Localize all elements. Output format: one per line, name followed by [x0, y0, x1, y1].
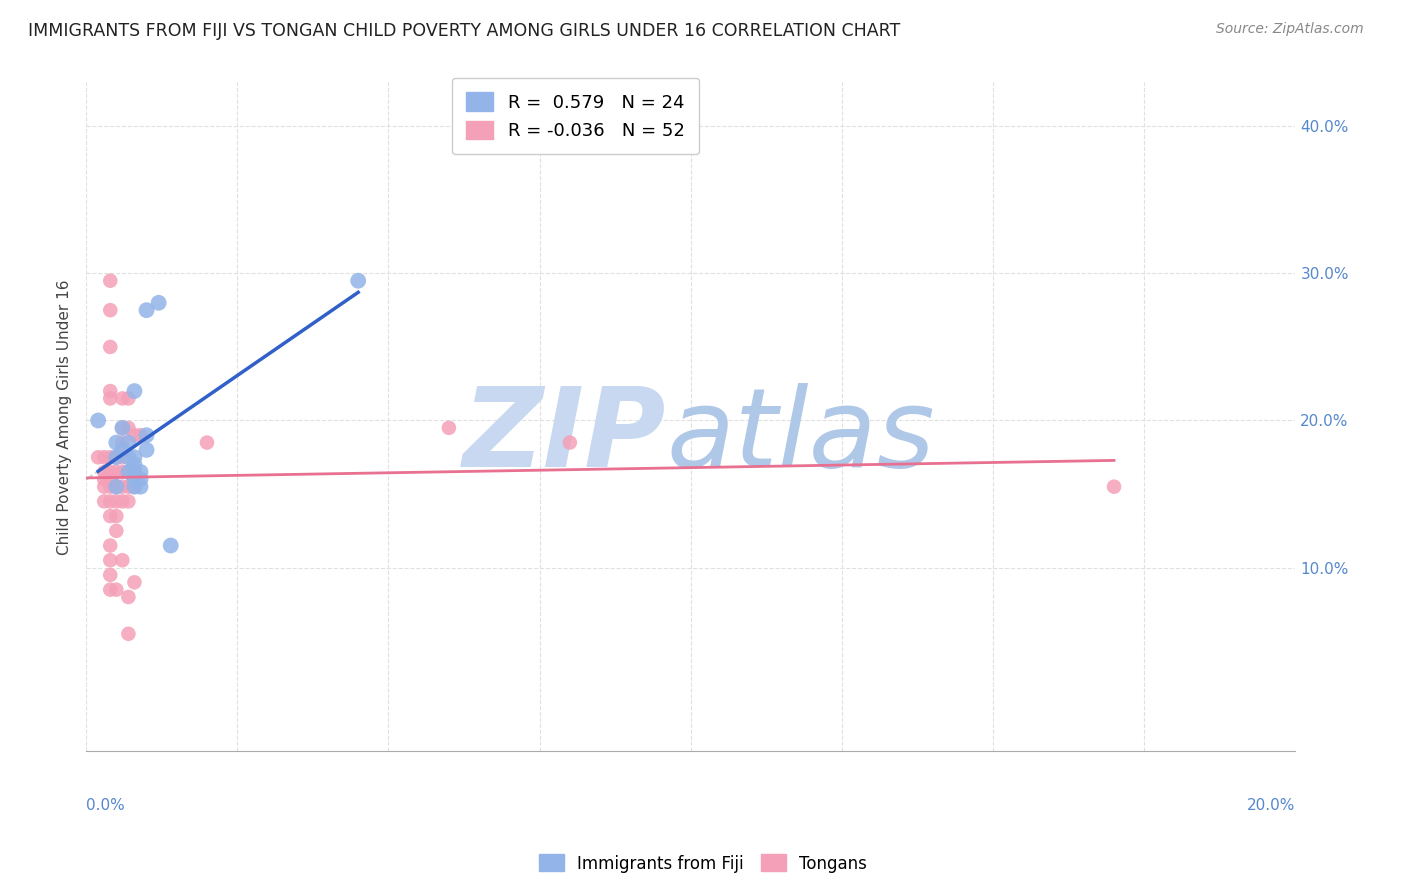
- Point: [111, 465, 134, 479]
- Point: [98, 392, 121, 406]
- Point: [117, 450, 139, 465]
- Point: [105, 435, 128, 450]
- Point: [135, 442, 157, 457]
- Point: [98, 494, 121, 508]
- Point: [117, 480, 139, 494]
- Point: [98, 509, 121, 524]
- Text: ZIP: ZIP: [463, 384, 666, 491]
- Point: [1102, 480, 1125, 494]
- Point: [105, 494, 128, 508]
- Point: [124, 465, 146, 479]
- Point: [124, 465, 146, 479]
- Point: [117, 627, 139, 641]
- Point: [347, 274, 370, 288]
- Text: 0.0%: 0.0%: [86, 798, 125, 814]
- Point: [124, 472, 146, 486]
- Point: [129, 428, 152, 442]
- Point: [98, 539, 121, 553]
- Point: [98, 472, 121, 486]
- Point: [117, 465, 139, 479]
- Legend: Immigrants from Fiji, Tongans: Immigrants from Fiji, Tongans: [533, 847, 873, 880]
- Point: [98, 450, 121, 465]
- Point: [105, 582, 128, 597]
- Point: [87, 413, 110, 427]
- Point: [117, 392, 139, 406]
- Point: [129, 480, 152, 494]
- Point: [124, 450, 146, 465]
- Text: Source: ZipAtlas.com: Source: ZipAtlas.com: [1216, 22, 1364, 37]
- Point: [87, 450, 110, 465]
- Point: [111, 494, 134, 508]
- Point: [98, 274, 121, 288]
- Point: [124, 384, 146, 398]
- Point: [124, 575, 146, 590]
- Point: [117, 494, 139, 508]
- Point: [93, 472, 115, 486]
- Point: [124, 480, 146, 494]
- Point: [105, 509, 128, 524]
- Text: IMMIGRANTS FROM FIJI VS TONGAN CHILD POVERTY AMONG GIRLS UNDER 16 CORRELATION CH: IMMIGRANTS FROM FIJI VS TONGAN CHILD POV…: [28, 22, 900, 40]
- Point: [148, 295, 170, 310]
- Point: [111, 392, 134, 406]
- Point: [111, 421, 134, 435]
- Point: [135, 428, 157, 442]
- Legend: R =  0.579   N = 24, R = -0.036   N = 52: R = 0.579 N = 24, R = -0.036 N = 52: [451, 78, 699, 154]
- Point: [105, 480, 128, 494]
- Point: [105, 480, 128, 494]
- Point: [129, 465, 152, 479]
- Point: [111, 442, 134, 457]
- Point: [105, 450, 128, 465]
- Point: [124, 480, 146, 494]
- Point: [124, 428, 146, 442]
- Point: [98, 582, 121, 597]
- Point: [93, 494, 115, 508]
- Text: 20.0%: 20.0%: [1247, 798, 1295, 814]
- Point: [93, 450, 115, 465]
- Point: [105, 450, 128, 465]
- Point: [98, 465, 121, 479]
- Point: [105, 465, 128, 479]
- Point: [129, 472, 152, 486]
- Point: [98, 553, 121, 567]
- Point: [93, 465, 115, 479]
- Point: [117, 435, 139, 450]
- Point: [437, 421, 460, 435]
- Text: atlas: atlas: [666, 384, 935, 491]
- Point: [98, 480, 121, 494]
- Point: [117, 590, 139, 604]
- Point: [98, 384, 121, 398]
- Point: [98, 568, 121, 582]
- Point: [105, 524, 128, 538]
- Point: [558, 435, 581, 450]
- Point: [135, 303, 157, 318]
- Point: [93, 480, 115, 494]
- Point: [98, 303, 121, 318]
- Point: [117, 421, 139, 435]
- Point: [159, 539, 181, 553]
- Point: [111, 421, 134, 435]
- Point: [124, 458, 146, 472]
- Point: [111, 435, 134, 450]
- Point: [111, 450, 134, 465]
- Point: [111, 553, 134, 567]
- Point: [117, 465, 139, 479]
- Point: [98, 340, 121, 354]
- Point: [111, 480, 134, 494]
- Y-axis label: Child Poverty Among Girls Under 16: Child Poverty Among Girls Under 16: [58, 279, 72, 555]
- Point: [195, 435, 218, 450]
